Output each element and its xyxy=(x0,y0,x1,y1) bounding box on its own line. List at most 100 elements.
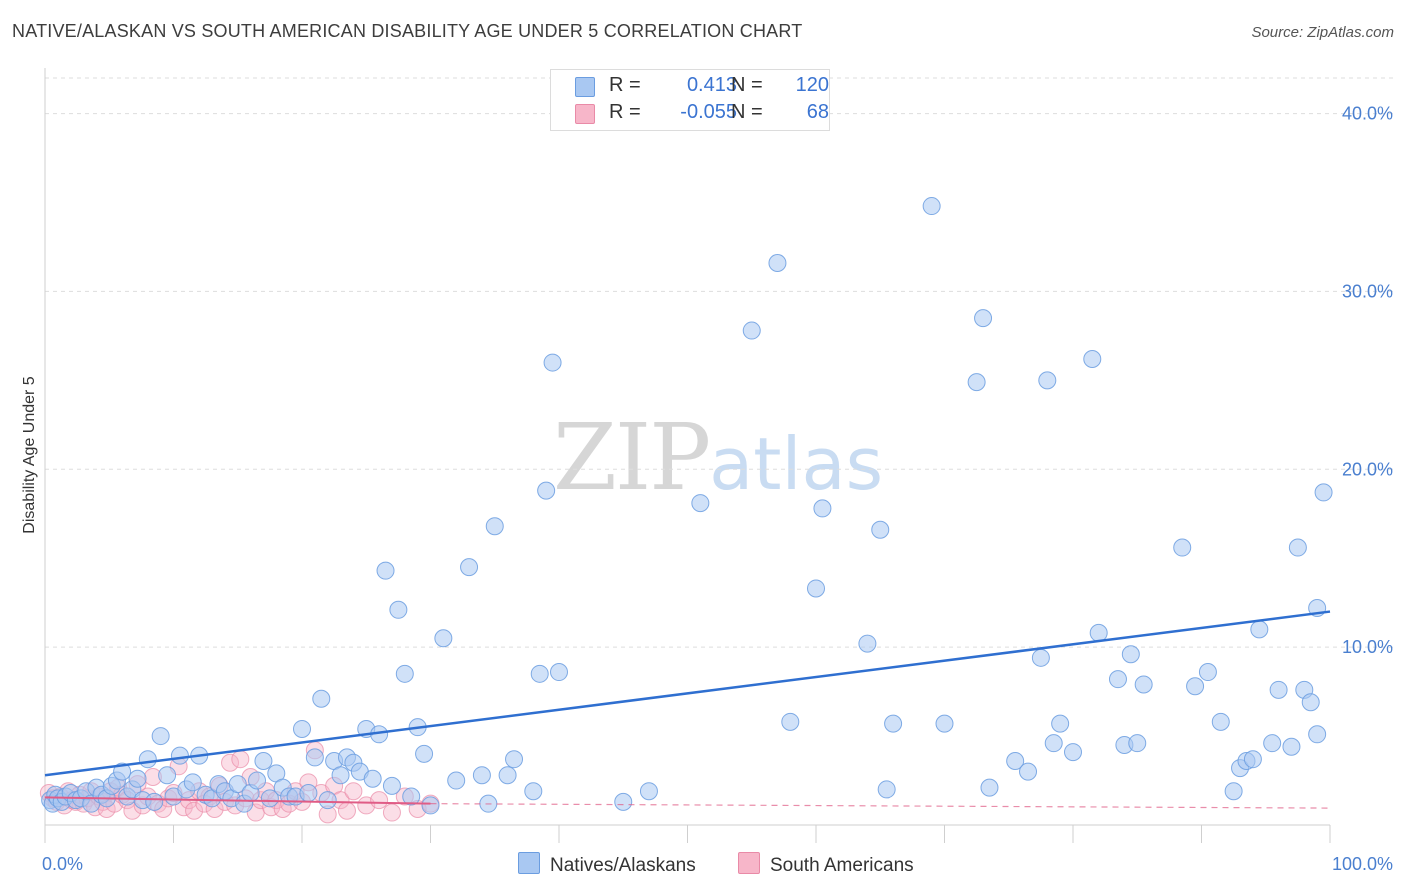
south-americans-point xyxy=(185,801,204,820)
series-label-south-americans: South Americans xyxy=(770,855,914,876)
legend-n-label: N = xyxy=(731,74,763,96)
natives-alaskans-point xyxy=(158,766,177,785)
grid xyxy=(45,77,1393,648)
natives-alaskans-point xyxy=(543,353,562,372)
natives-alaskans-point xyxy=(1250,620,1269,639)
legend-swatch-south-americans xyxy=(575,104,595,124)
natives-alaskans-point xyxy=(1211,712,1230,731)
tick-labels: 10.0% 20.0% 30.0% 40.0% 0.0% 100.0% xyxy=(42,104,1393,874)
natives-alaskans-point xyxy=(1224,782,1243,801)
natives-alaskans-point xyxy=(145,792,164,811)
natives-alaskans-point xyxy=(1064,743,1082,762)
natives-alaskans-point xyxy=(183,773,202,792)
natives-alaskans-point xyxy=(1173,538,1192,557)
natives-alaskans-point xyxy=(305,748,324,767)
natives-alaskans-point xyxy=(614,792,633,811)
natives-alaskans-point xyxy=(1314,483,1333,502)
axes xyxy=(44,68,1331,843)
series-swatch-south-americans xyxy=(738,852,760,874)
natives-alaskans-point xyxy=(498,766,517,785)
natives-alaskans-point xyxy=(1108,670,1127,689)
natives-alaskans-point xyxy=(299,783,318,802)
series-swatch-natives xyxy=(518,852,540,874)
natives-alaskans-point xyxy=(472,766,491,785)
series-label-natives: Natives/Alaskans xyxy=(550,855,696,876)
natives-alaskans-point xyxy=(248,771,267,790)
natives-alaskans-point xyxy=(260,789,279,808)
natives-alaskans-point xyxy=(877,780,896,799)
natives-alaskans-point xyxy=(1031,648,1050,667)
watermark: ZIPatlas xyxy=(553,404,883,511)
natives-alaskans-point xyxy=(128,769,147,788)
natives-alaskans-point xyxy=(1243,750,1262,769)
south-americans-trend-extension xyxy=(430,803,1331,809)
natives-alaskans-point xyxy=(742,321,761,340)
natives-alaskans-point xyxy=(1288,538,1307,557)
natives-alaskans-point xyxy=(138,750,157,769)
natives-alaskans-point xyxy=(363,769,382,788)
natives-alaskans-point xyxy=(1308,725,1327,744)
natives-alaskans-point xyxy=(1282,737,1301,756)
natives-alaskans-point xyxy=(980,778,999,797)
natives-alaskans-point xyxy=(382,776,401,795)
natives-alaskans-point xyxy=(151,727,170,746)
natives-alaskans-point xyxy=(524,782,543,801)
natives-alaskans-point xyxy=(537,481,556,500)
natives-alaskans-point xyxy=(170,746,189,765)
legend-r-label: R = xyxy=(609,101,641,123)
south-americans-point xyxy=(221,753,240,772)
natives-alaskans-point xyxy=(318,791,337,810)
x-tick-label: 100.0% xyxy=(1332,854,1393,874)
y-tick-label: 10.0% xyxy=(1342,637,1393,657)
south-americans-point xyxy=(370,791,389,810)
natives-alaskans-point xyxy=(434,629,453,648)
natives-alaskans-point xyxy=(485,517,504,536)
natives-alaskans-point xyxy=(1083,350,1102,369)
natives-alaskans-point xyxy=(389,600,408,619)
natives-alaskans-point xyxy=(113,762,132,781)
y-tick-label: 20.0% xyxy=(1342,459,1393,479)
natives-alaskans-point xyxy=(293,719,311,738)
legend-r-value: 0.413 xyxy=(686,74,737,96)
series-legend-natives[interactable]: Natives/Alaskans xyxy=(518,852,696,877)
natives-alaskans-point xyxy=(1186,677,1205,696)
legend-n-value: 68 xyxy=(806,101,829,123)
correlation-legend: R = 0.413 N = 120 R = -0.055 N = 68 xyxy=(550,69,830,131)
natives-alaskans-point xyxy=(312,689,331,708)
y-axis-label: Disability Age Under 5 xyxy=(21,376,38,534)
natives-alaskans-point xyxy=(884,714,903,733)
natives-alaskans-point xyxy=(1019,762,1038,781)
natives-alaskans-point xyxy=(871,520,890,539)
natives-alaskans-point xyxy=(781,712,800,731)
natives-alaskans-point xyxy=(550,663,568,682)
natives-alaskans-point xyxy=(331,766,350,785)
natives-alaskans-point xyxy=(254,751,273,770)
y-tick-label: 40.0% xyxy=(1342,104,1393,124)
legend-swatch-natives xyxy=(575,77,595,97)
natives-alaskans-point xyxy=(460,558,479,577)
natives-alaskans-point xyxy=(421,796,440,815)
natives-alaskans-point xyxy=(1051,714,1070,733)
natives-alaskans-point xyxy=(1263,734,1282,753)
legend-r-value: -0.055 xyxy=(680,101,737,123)
natives-alaskans-point xyxy=(447,771,466,790)
y-tick-label: 30.0% xyxy=(1342,281,1393,301)
legend-n-label: N = xyxy=(731,101,763,123)
natives-alaskans-points xyxy=(41,197,1333,815)
series-legend-south-americans[interactable]: South Americans xyxy=(738,852,914,877)
natives-alaskans-point xyxy=(1128,734,1147,753)
natives-alaskans-point xyxy=(1198,663,1217,682)
natives-alaskans-point xyxy=(395,664,414,683)
natives-alaskans-point xyxy=(807,579,825,598)
natives-alaskans-point xyxy=(1006,751,1025,770)
natives-alaskans-point xyxy=(813,499,832,518)
natives-alaskans-point xyxy=(1038,371,1057,390)
natives-alaskans-trend-line xyxy=(44,610,1331,777)
natives-alaskans-point xyxy=(376,561,395,580)
south-americans-point xyxy=(382,803,401,822)
watermark-atlas: atlas xyxy=(709,422,884,506)
natives-alaskans-point xyxy=(768,253,787,272)
watermark-zip: ZIP xyxy=(553,404,711,511)
south-americans-point xyxy=(344,782,363,801)
